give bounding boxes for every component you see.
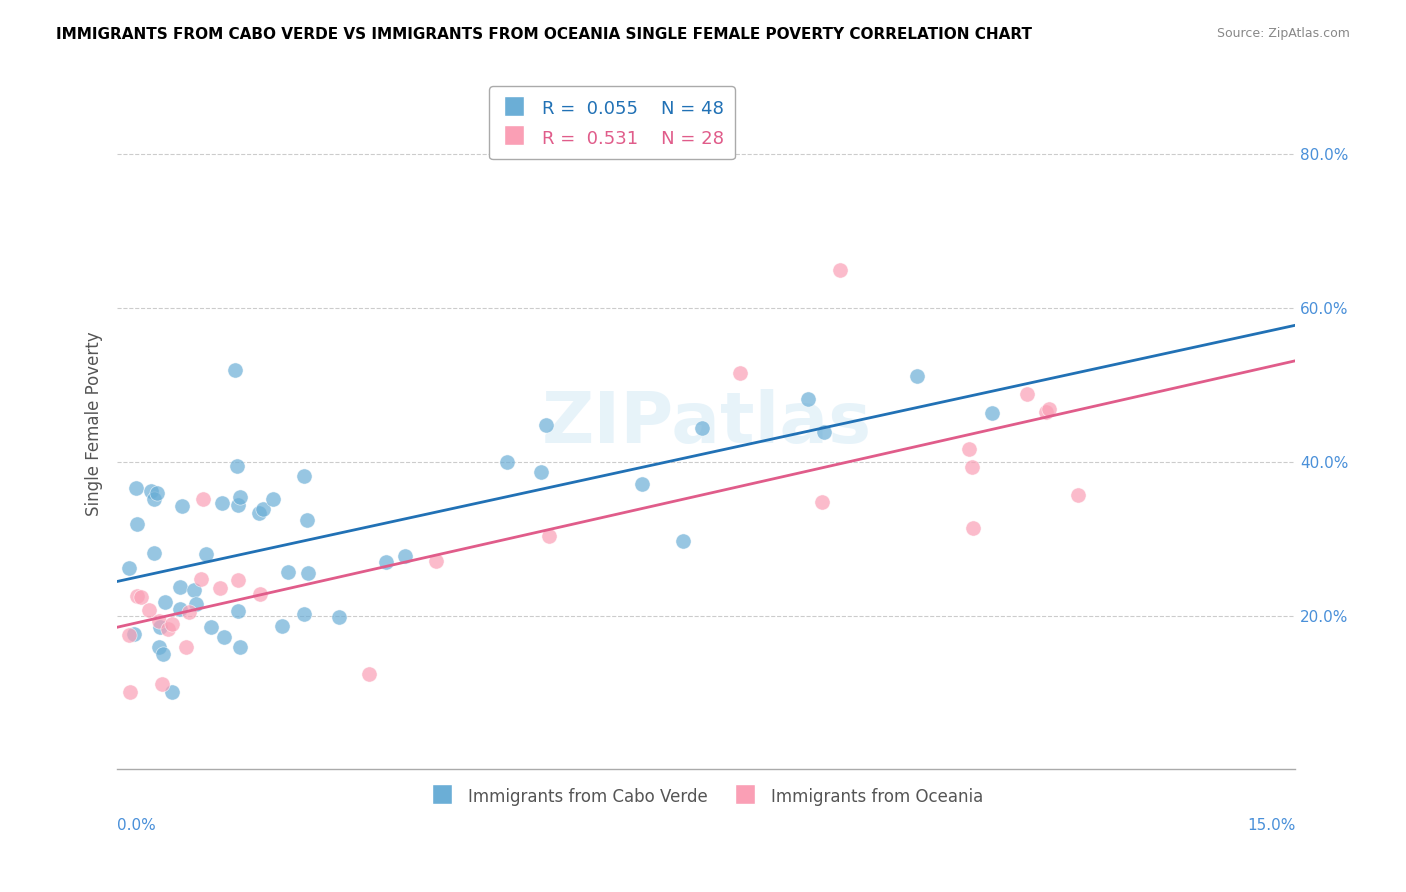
- Point: [143, 491, 166, 506]
- Point: [229, 490, 252, 504]
- Point: [672, 533, 695, 548]
- Text: 15.0%: 15.0%: [1247, 818, 1295, 833]
- Point: [1035, 404, 1057, 418]
- Point: [359, 667, 381, 681]
- Point: [118, 627, 141, 641]
- Point: [183, 583, 205, 598]
- Point: [247, 507, 270, 521]
- Point: [150, 677, 173, 691]
- Point: [1038, 401, 1060, 416]
- Text: Source: ZipAtlas.com: Source: ZipAtlas.com: [1216, 27, 1350, 40]
- Point: [797, 392, 820, 406]
- Point: [328, 609, 350, 624]
- Point: [425, 554, 447, 568]
- Point: [148, 614, 170, 628]
- Y-axis label: Single Female Poverty: Single Female Poverty: [86, 331, 103, 516]
- Point: [149, 620, 172, 634]
- Point: [160, 685, 183, 699]
- Point: [226, 499, 249, 513]
- Point: [730, 366, 752, 380]
- Text: IMMIGRANTS FROM CABO VERDE VS IMMIGRANTS FROM OCEANIA SINGLE FEMALE POVERTY CORR: IMMIGRANTS FROM CABO VERDE VS IMMIGRANTS…: [56, 27, 1032, 42]
- Point: [174, 640, 197, 654]
- Point: [810, 495, 832, 509]
- Point: [141, 483, 163, 498]
- Point: [125, 589, 148, 603]
- Point: [534, 418, 557, 433]
- Point: [184, 597, 207, 611]
- Point: [690, 420, 713, 434]
- Point: [495, 455, 517, 469]
- Point: [212, 630, 235, 644]
- Point: [152, 647, 174, 661]
- Point: [146, 486, 169, 500]
- Point: [957, 442, 980, 457]
- Point: [160, 617, 183, 632]
- Point: [148, 640, 170, 654]
- Text: 0.0%: 0.0%: [117, 818, 156, 833]
- Point: [981, 406, 1004, 420]
- Point: [228, 640, 250, 654]
- Point: [118, 685, 141, 699]
- Point: [538, 529, 561, 543]
- Point: [208, 581, 231, 595]
- Point: [375, 555, 398, 569]
- Point: [172, 499, 194, 513]
- Point: [190, 572, 212, 586]
- Point: [200, 620, 222, 634]
- Point: [118, 561, 141, 575]
- Point: [177, 605, 200, 619]
- Point: [169, 580, 191, 594]
- Point: [169, 602, 191, 616]
- Point: [195, 547, 218, 561]
- Point: [292, 469, 315, 483]
- Point: [228, 604, 250, 618]
- Point: [211, 496, 233, 510]
- Point: [1066, 488, 1088, 502]
- Point: [1017, 386, 1039, 401]
- Point: [905, 368, 928, 383]
- Point: [191, 491, 214, 506]
- Point: [295, 513, 318, 527]
- Point: [828, 262, 851, 277]
- Point: [277, 565, 299, 579]
- Point: [138, 602, 160, 616]
- Point: [127, 516, 149, 531]
- Point: [252, 501, 274, 516]
- Point: [157, 622, 180, 636]
- Point: [129, 591, 152, 605]
- Text: ZIPatlas: ZIPatlas: [541, 389, 872, 458]
- Point: [122, 626, 145, 640]
- Point: [631, 476, 654, 491]
- Legend: Immigrants from Cabo Verde, Immigrants from Oceania: Immigrants from Cabo Verde, Immigrants f…: [419, 776, 993, 816]
- Point: [271, 619, 294, 633]
- Point: [125, 482, 148, 496]
- Point: [530, 466, 553, 480]
- Point: [962, 521, 984, 535]
- Point: [153, 595, 176, 609]
- Point: [224, 362, 246, 376]
- Point: [226, 574, 249, 588]
- Point: [297, 566, 319, 581]
- Point: [262, 491, 284, 506]
- Point: [143, 546, 166, 560]
- Point: [960, 459, 983, 474]
- Point: [225, 458, 247, 473]
- Point: [813, 425, 835, 440]
- Point: [249, 587, 271, 601]
- Point: [292, 607, 315, 621]
- Point: [394, 549, 416, 563]
